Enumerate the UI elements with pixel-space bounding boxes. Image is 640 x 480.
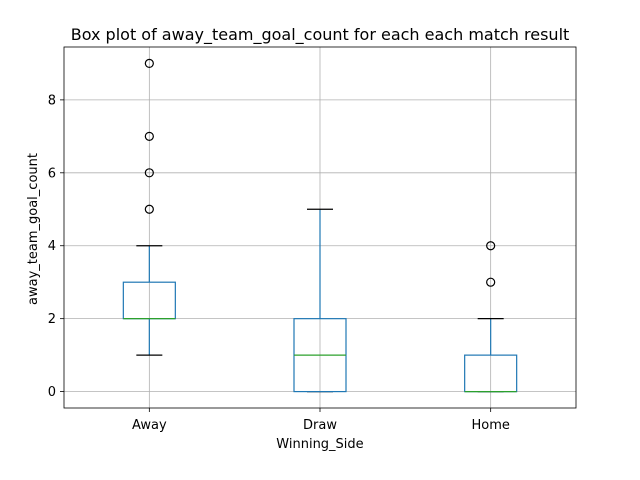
outlier-point	[486, 277, 496, 287]
x-tick-label: Away	[132, 418, 167, 433]
axes: 0 2 4 6 8 Away Draw Home	[48, 46, 577, 433]
outlier-point	[144, 131, 154, 141]
outlier-point	[486, 241, 496, 251]
y-tick-label: 6	[48, 166, 56, 181]
y-tick-label: 8	[48, 93, 56, 108]
outlier-point	[144, 168, 154, 178]
x-tick-label: Home	[471, 418, 509, 433]
outlier-point	[144, 204, 154, 214]
outlier-point	[144, 58, 154, 69]
chart-title: Box plot of away_team_goal_count for eac…	[71, 25, 570, 45]
y-tick-label: 2	[48, 312, 56, 327]
x-axis-label: Winning_Side	[276, 437, 363, 452]
y-axis-label: away_team_goal_count	[26, 153, 41, 305]
y-tick-label: 4	[48, 239, 56, 254]
y-tick-label: 0	[48, 385, 56, 400]
boxes	[122, 58, 518, 393]
x-tick-label: Draw	[303, 418, 337, 433]
